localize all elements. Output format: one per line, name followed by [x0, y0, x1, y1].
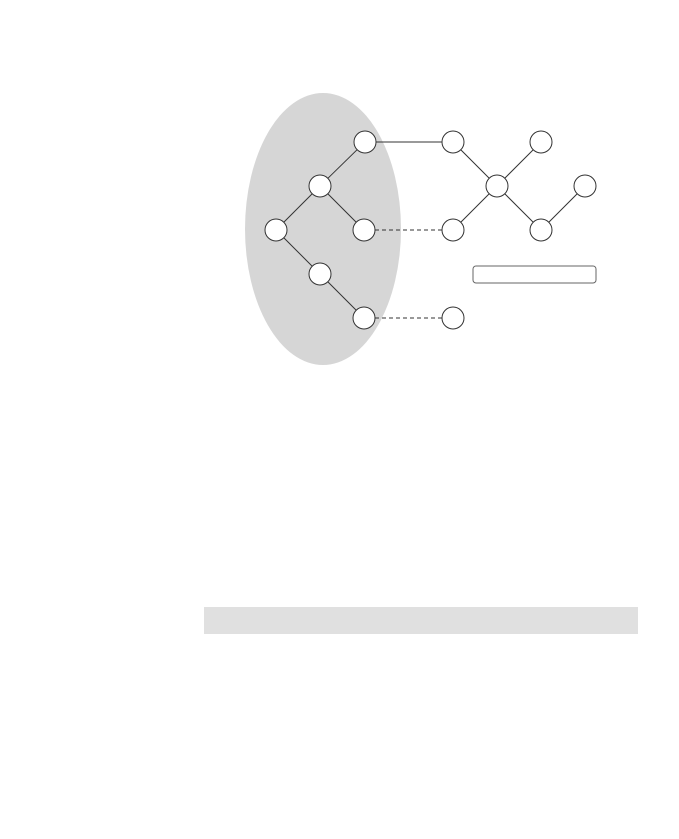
node-o2 — [529, 130, 553, 154]
edge-o1-o3 — [460, 149, 490, 179]
edge-o3-o4 — [460, 193, 490, 223]
node-o7 — [441, 306, 465, 330]
node-n4 — [352, 218, 376, 242]
node-o4 — [441, 218, 465, 242]
edge-n3-n5 — [283, 237, 313, 267]
highlight-cluster — [245, 93, 401, 365]
node-n6 — [352, 306, 376, 330]
label-box — [472, 265, 597, 284]
node-n3 — [264, 218, 288, 242]
edge-n5-n6 — [327, 281, 357, 311]
node-n1 — [353, 130, 377, 154]
node-n2 — [308, 174, 332, 198]
node-n5 — [308, 262, 332, 286]
edge-n2-n4 — [327, 193, 357, 223]
edge-n1-n2 — [327, 149, 358, 179]
edge-n2-n3 — [283, 193, 313, 223]
nodes-group — [264, 130, 597, 330]
edge-o5-o6 — [548, 193, 578, 223]
edge-o2-o3 — [504, 149, 534, 179]
node-o1 — [441, 130, 465, 154]
node-o6 — [573, 174, 597, 198]
node-o3 — [485, 174, 509, 198]
bottom-bar — [204, 607, 638, 634]
tree-diagram — [245, 93, 597, 365]
edge-o3-o5 — [504, 193, 534, 223]
node-o5 — [529, 218, 553, 242]
edges-group — [283, 141, 578, 319]
